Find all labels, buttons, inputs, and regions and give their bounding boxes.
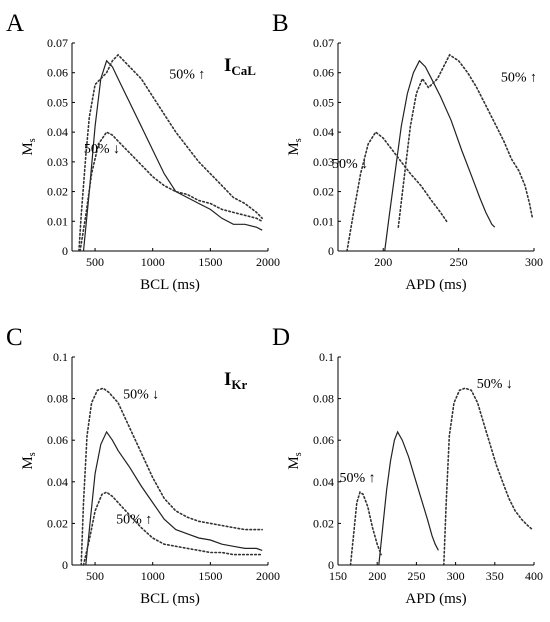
panel-label: B <box>272 10 289 37</box>
x-tick-label: 350 <box>486 569 504 583</box>
y-tick-label: 0 <box>62 558 68 572</box>
panel-label: A <box>6 10 24 37</box>
series-line-dotted-2 <box>346 130 448 252</box>
y-tick-label: 0.1 <box>53 350 68 364</box>
series-line-dotted-1 <box>80 387 263 566</box>
x-tick-label: 250 <box>450 255 468 269</box>
x-tick-label: 500 <box>86 569 104 583</box>
y-tick-label: 0.02 <box>47 516 68 530</box>
y-tick-label: 0.01 <box>47 214 68 228</box>
x-tick-label: 300 <box>447 569 465 583</box>
panel-label: C <box>6 324 23 351</box>
y-tick-label: 0.02 <box>313 516 334 530</box>
y-axis-label: Ms <box>20 452 38 469</box>
x-tick-label: 200 <box>368 569 386 583</box>
series-line-dotted-2 <box>82 491 263 566</box>
panel-c: 0 0.02 0.04 0.06 0.08 0.1 500 1000 1500 2000 BCL (… <box>6 324 280 607</box>
y-tick-label: 0.07 <box>313 36 334 50</box>
y-tick-label: 0.1 <box>319 350 334 364</box>
series-line-solid-0 <box>378 430 439 566</box>
y-tick-label: 0.03 <box>47 155 68 169</box>
y-tick-label: 0.04 <box>313 125 334 139</box>
y-tick-label: 0.08 <box>313 392 334 406</box>
x-tick-label: 250 <box>407 569 425 583</box>
y-tick-label: 0.02 <box>47 185 68 199</box>
x-tick-label: 1000 <box>141 255 165 269</box>
x-tick-label: 1500 <box>198 255 222 269</box>
x-axis-label: APD (ms) <box>405 591 466 607</box>
panel-label: D <box>272 324 290 351</box>
panel-b: 0 0.01 0.02 0.03 0.04 0.05 0.06 0.07 200 250 300 AP… <box>272 10 543 293</box>
y-tick-label: 0.01 <box>313 214 334 228</box>
x-axis-label: BCL (ms) <box>140 277 200 293</box>
x-tick-label: 150 <box>329 569 347 583</box>
panel-a: 0 0.01 0.02 0.03 0.04 0.05 0.06 0.07 500 1000 1500… <box>6 10 280 293</box>
series-line-solid-0 <box>384 59 496 252</box>
y-tick-label: 0 <box>328 558 334 572</box>
x-tick-label: 1500 <box>198 569 222 583</box>
y-axis-label: Ms <box>286 138 304 155</box>
y-tick-label: 0.07 <box>47 36 68 50</box>
x-tick-label: 400 <box>525 569 543 583</box>
annotation: 50% ↑ <box>169 68 205 83</box>
series-line-dotted-2 <box>443 387 534 566</box>
annotation: 50% ↑ <box>501 71 537 86</box>
y-tick-label: 0 <box>328 244 334 258</box>
y-tick-label: 0.05 <box>313 95 334 109</box>
x-axis-label: APD (ms) <box>405 277 466 293</box>
annotation: 50% ↓ <box>84 142 120 157</box>
y-tick-label: 0.06 <box>47 66 68 80</box>
annotation: 50% ↓ <box>477 377 513 392</box>
y-tick-label: 0.04 <box>47 475 68 489</box>
y-tick-label: 0.05 <box>47 95 68 109</box>
x-tick-label: 500 <box>86 255 104 269</box>
y-tick-label: 0.06 <box>313 66 334 80</box>
y-tick-label: 0.06 <box>313 433 334 447</box>
series-line-dotted-1 <box>349 490 382 566</box>
y-tick-label: 0.03 <box>313 155 334 169</box>
x-tick-label: 300 <box>525 255 543 269</box>
series-line-solid-0 <box>82 59 263 252</box>
x-axis-label: BCL (ms) <box>140 591 200 607</box>
series-line-solid-0 <box>85 430 263 566</box>
x-tick-label: 200 <box>374 255 392 269</box>
current-label: ICaL <box>224 55 256 78</box>
current-label: IKr <box>224 369 248 392</box>
y-axis-label: Ms <box>286 452 304 469</box>
x-tick-label: 1000 <box>141 569 165 583</box>
annotation: 50% ↑ <box>340 471 376 486</box>
series-line-dotted-1 <box>397 53 534 228</box>
x-tick-label: 2000 <box>256 255 280 269</box>
panel-d: 0 0.02 0.04 0.06 0.08 0.1 150 200 250 300 350 400 AP… <box>272 324 543 607</box>
series-line-dotted-1 <box>78 53 263 252</box>
annotation: 50% ↓ <box>332 157 368 172</box>
y-tick-label: 0 <box>62 244 68 258</box>
y-axis-label: Ms <box>20 138 38 155</box>
annotation: 50% ↑ <box>116 512 152 527</box>
x-tick-label: 2000 <box>256 569 280 583</box>
y-tick-label: 0.02 <box>313 185 334 199</box>
annotation: 50% ↓ <box>123 388 159 403</box>
y-tick-label: 0.04 <box>47 125 68 139</box>
y-tick-label: 0.08 <box>47 392 68 406</box>
y-tick-label: 0.06 <box>47 433 68 447</box>
y-tick-label: 0.04 <box>313 475 334 489</box>
